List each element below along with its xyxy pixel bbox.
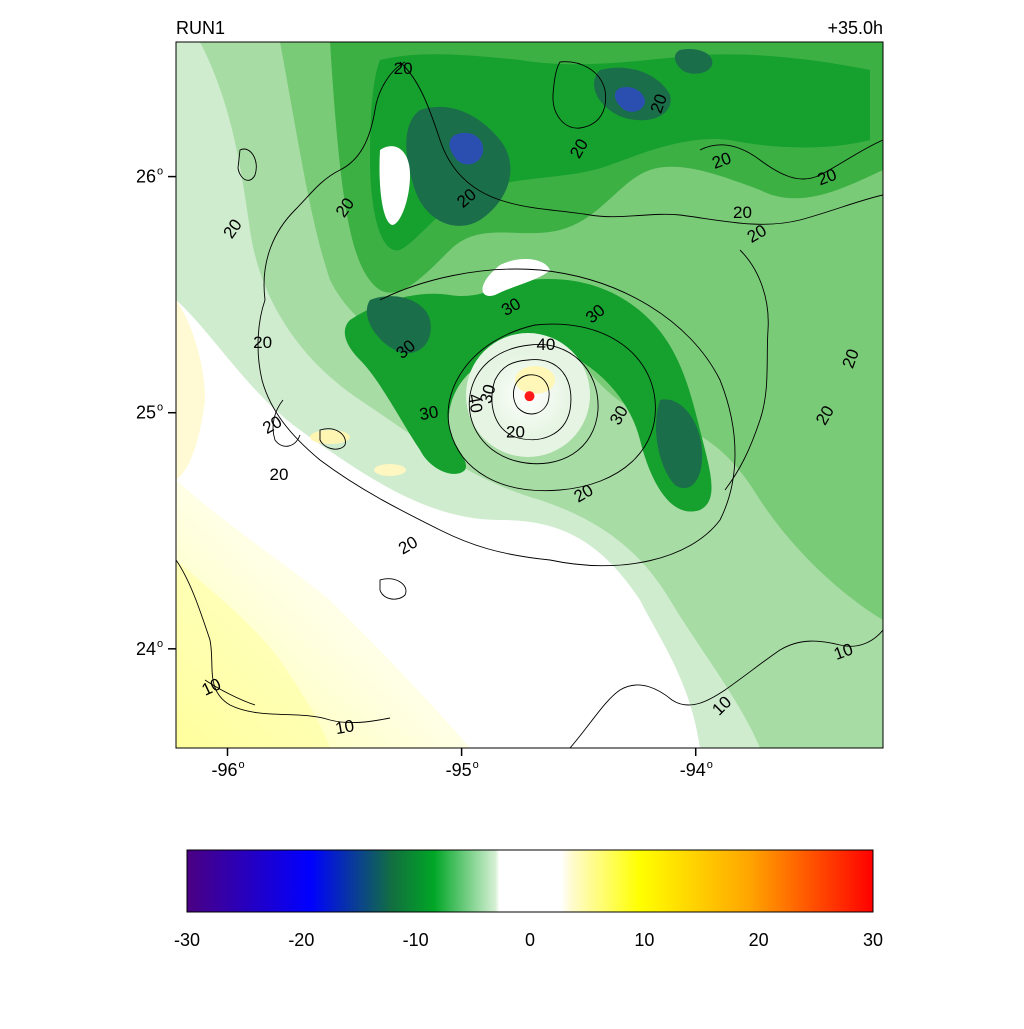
- contour-label: 20: [733, 203, 752, 222]
- lat-tick-label: 25: [136, 403, 156, 423]
- lon-tick-label: -96: [211, 760, 237, 780]
- degree-sign: o: [473, 759, 479, 771]
- lon-tick-label: -94: [680, 760, 706, 780]
- contour-label: 20: [394, 59, 413, 78]
- contour-label: 20: [253, 333, 272, 352]
- colorbar-label: -10: [403, 930, 429, 950]
- colorbar: [186, 849, 874, 913]
- contour-label-text: 30: [418, 402, 440, 424]
- contour-label: 40: [464, 392, 486, 414]
- colorbar-label: 0: [525, 930, 535, 950]
- contour-label-text: 20: [733, 203, 752, 222]
- map-frame: [175, 41, 884, 749]
- contour-label-text: 10: [334, 716, 356, 738]
- title-left: RUN1: [176, 18, 225, 38]
- contour-label: 40: [536, 335, 555, 354]
- contour-label: 10: [334, 716, 356, 738]
- contour-label: 30: [476, 382, 499, 405]
- degree-sign: o: [707, 759, 713, 771]
- longitude-ticks: -96 o -95 o -94 o: [211, 748, 713, 780]
- colorbar-labels: -30 -20 -10 0 10 20 30: [174, 930, 883, 950]
- colorbar-label: 30: [863, 930, 883, 950]
- contour-label-text: 40: [464, 392, 486, 414]
- colorbar-label: -20: [288, 930, 314, 950]
- contour-label: 20: [506, 423, 525, 442]
- colorbar-label: 10: [634, 930, 654, 950]
- degree-sign: o: [157, 402, 163, 414]
- latitude-ticks: 26 o25 o24 o: [136, 166, 176, 659]
- degree-sign: o: [157, 638, 163, 650]
- colorbar-label: -30: [174, 930, 200, 950]
- colorbar-label: 20: [749, 930, 769, 950]
- contour-label-text: 20: [253, 333, 272, 352]
- lat-tick-label: 24: [136, 639, 156, 659]
- degree-sign: o: [157, 166, 163, 178]
- contour-label: 30: [418, 402, 440, 424]
- degree-sign: o: [239, 759, 245, 771]
- title-right: +35.0h: [827, 18, 883, 38]
- storm-center-layer: [524, 391, 535, 402]
- contour-label-text: 20: [506, 423, 525, 442]
- contour-label-text: 30: [476, 382, 499, 405]
- contour-label-text: 20: [270, 465, 289, 484]
- contour-label: 20: [270, 465, 289, 484]
- contour-lines: [176, 61, 883, 748]
- contour-label-text: 20: [394, 59, 413, 78]
- contour-label-text: 40: [536, 335, 555, 354]
- lon-tick-label: -95: [446, 760, 472, 780]
- lat-tick-label: 26: [136, 167, 156, 187]
- storm-center-marker: [524, 391, 535, 402]
